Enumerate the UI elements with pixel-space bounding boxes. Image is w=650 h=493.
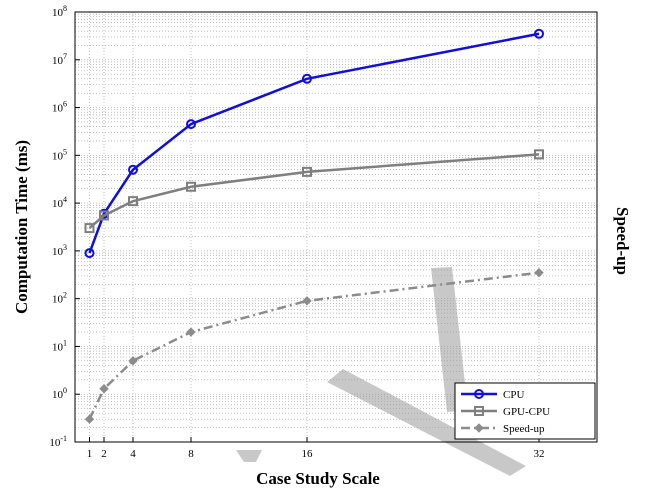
data-point-gpu-cpu: [302, 166, 312, 177]
data-point-cpu: [84, 248, 95, 259]
data-point-gpu-cpu: [84, 223, 95, 234]
legend-label-cpu: CPU: [503, 389, 524, 401]
y-tick-label: 102: [52, 291, 67, 306]
watermark-stroke: [327, 369, 526, 476]
y-axis-title-right: Speed-up: [613, 207, 632, 275]
plot-frame: [74, 11, 598, 443]
watermark-stroke: [236, 450, 262, 462]
y-tick-label: 108: [52, 4, 67, 19]
y-tick-label: 105: [52, 147, 67, 162]
legend-marker-gpu-cpu: [474, 406, 484, 416]
series: [84, 28, 544, 424]
data-point-cpu: [534, 28, 544, 39]
data-point-gpu-cpu: [534, 149, 544, 160]
data-point-cpu: [128, 164, 138, 175]
x-tick-label: 1: [87, 448, 93, 460]
watermark-stroke: [431, 267, 468, 412]
ticks: 1 2 4 8 16 32 10-1 100 101 102 103 104 105 106 107 108: [49, 4, 544, 460]
x-tick-label: 8: [188, 448, 194, 460]
data-point-speed-up: [99, 384, 109, 394]
legend-marker-cpu: [474, 389, 484, 399]
y-tick-label: 10-1: [49, 434, 67, 449]
x-tick-label: 32: [534, 448, 545, 460]
legend: CPU GPU-CPU Speed-up: [454, 382, 596, 440]
legend-marker-speed-up: [474, 423, 484, 433]
x-axis-title: Case Study Scale: [256, 469, 380, 488]
series-line-gpu-cpu: [88, 153, 540, 230]
y-tick-label: 100: [52, 386, 67, 401]
data-point-speed-up: [186, 327, 196, 337]
y-tick-label: 104: [52, 195, 67, 210]
data-point-cpu: [302, 73, 312, 84]
series-gpu-cpu: [84, 149, 544, 234]
data-point-cpu: [186, 119, 196, 130]
legend-label-speed-up: Speed-up: [503, 423, 545, 435]
data-point-speed-up: [534, 267, 544, 278]
legend-label-gpu-cpu: GPU-CPU: [503, 406, 550, 418]
data-point-gpu-cpu: [128, 196, 138, 207]
y-tick-label: 106: [52, 100, 67, 115]
series-cpu: [84, 28, 544, 259]
y-tick-label: 101: [52, 338, 67, 353]
data-point-speed-up: [302, 296, 312, 306]
y-tick-label: 103: [52, 243, 67, 258]
data-point-gpu-cpu: [186, 181, 196, 192]
x-tick-label: 2: [101, 448, 107, 460]
x-tick-label: 4: [130, 448, 136, 460]
series-speed-up: [84, 267, 544, 424]
data-point-gpu-cpu: [99, 210, 109, 221]
series-line-cpu: [88, 32, 540, 254]
y-axis-title: Computation Time (ms): [12, 140, 31, 314]
y-tick-label: 107: [52, 52, 67, 67]
data-point-speed-up: [128, 356, 138, 366]
watermark-check-mark: [236, 267, 526, 476]
x-tick-label: 16: [302, 448, 314, 460]
data-point-speed-up: [84, 414, 95, 424]
